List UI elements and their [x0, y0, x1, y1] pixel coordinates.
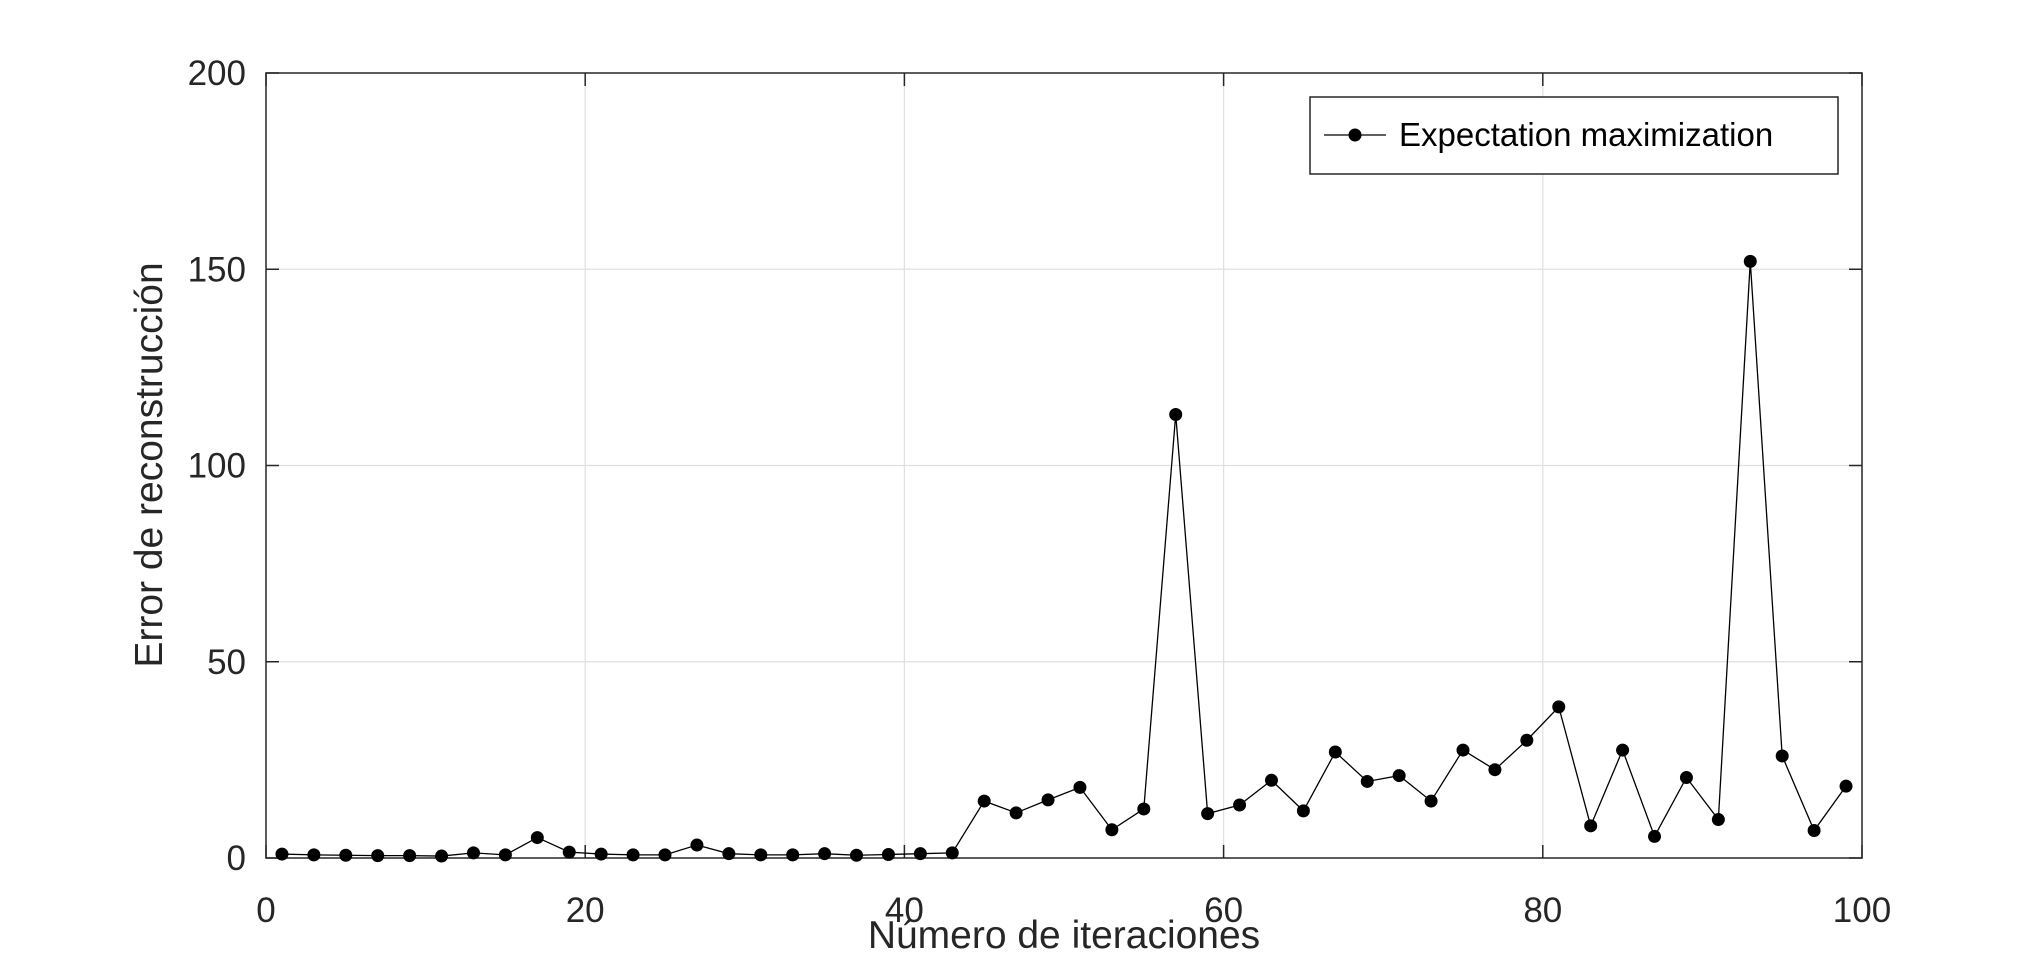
data-point-0-9 [562, 845, 576, 859]
data-point-0-17 [818, 847, 832, 861]
data-point-0-38 [1488, 763, 1502, 777]
data-point-0-15 [754, 848, 768, 862]
data-point-0-36 [1424, 794, 1438, 808]
data-point-0-10 [594, 847, 608, 861]
x-tick-label-4: 80 [1523, 891, 1562, 930]
data-point-0-23 [1009, 806, 1023, 820]
data-point-0-40 [1552, 700, 1566, 714]
data-point-0-8 [530, 831, 544, 845]
y-tick-label-0: 0 [227, 839, 246, 878]
data-point-0-6 [466, 846, 480, 860]
data-point-0-14 [722, 847, 736, 861]
data-point-0-35 [1392, 769, 1406, 783]
data-point-0-30 [1233, 798, 1247, 812]
data-point-0-39 [1520, 733, 1534, 747]
data-point-0-42 [1616, 743, 1630, 757]
data-point-0-26 [1105, 823, 1119, 837]
grid [266, 73, 1862, 858]
data-point-0-1 [307, 848, 321, 862]
data-point-0-27 [1137, 802, 1151, 816]
data-point-0-5 [435, 849, 449, 863]
data-point-0-20 [913, 847, 927, 861]
data-point-0-22 [977, 794, 991, 808]
data-point-0-29 [1201, 807, 1215, 821]
data-point-0-3 [371, 849, 385, 863]
data-point-0-11 [626, 848, 640, 862]
y-axis-title: Error de reconstrucción [128, 262, 171, 667]
y-tick-label-1: 50 [207, 643, 246, 682]
y-tick-label-3: 150 [188, 250, 246, 289]
data-point-0-34 [1360, 774, 1374, 788]
data-point-0-13 [690, 838, 704, 852]
data-point-0-16 [786, 848, 800, 862]
data-point-0-49 [1839, 779, 1853, 793]
data-point-0-21 [945, 846, 959, 860]
data-point-0-41 [1584, 819, 1598, 833]
plot-box [265, 72, 1863, 859]
data-point-0-2 [339, 848, 353, 862]
tick-labels: 0 20 40 60 80 100 0 50 100 150 200 [188, 54, 1892, 930]
data-point-0-32 [1296, 804, 1310, 818]
y-tick-label-4: 200 [188, 54, 246, 93]
x-axis-title: Número de iteraciones [868, 914, 1260, 957]
y-tick-label-2: 100 [188, 447, 246, 486]
x-tick-label-0: 0 [256, 891, 275, 930]
data-point-0-37 [1456, 743, 1470, 757]
data-point-0-33 [1328, 745, 1342, 759]
data-point-0-45 [1711, 813, 1725, 827]
data-point-0-24 [1041, 793, 1055, 807]
data-point-0-44 [1679, 771, 1693, 785]
data-point-0-47 [1775, 749, 1789, 763]
data-point-0-18 [850, 848, 864, 862]
x-tick-label-2: 40 [885, 891, 924, 930]
series-layer [275, 254, 1853, 863]
data-point-0-46 [1743, 254, 1757, 268]
legend-marker [1348, 128, 1362, 142]
x-tick-label-5: 100 [1833, 891, 1891, 930]
x-tick-label-1: 20 [566, 891, 605, 930]
data-point-0-0 [275, 847, 289, 861]
data-point-0-28 [1169, 407, 1183, 421]
data-point-0-43 [1648, 829, 1662, 843]
legend-box [1309, 96, 1839, 175]
legend: Expectation maximization [1309, 96, 1839, 175]
data-point-0-12 [658, 848, 672, 862]
data-point-0-48 [1807, 824, 1821, 838]
x-tick-label-3: 60 [1204, 891, 1243, 930]
data-point-0-31 [1264, 773, 1278, 787]
data-point-0-25 [1073, 780, 1087, 794]
legend-label: Expectation maximization [1399, 116, 1773, 153]
data-point-0-7 [498, 848, 512, 862]
data-point-0-19 [881, 847, 895, 861]
data-point-0-4 [403, 849, 417, 863]
